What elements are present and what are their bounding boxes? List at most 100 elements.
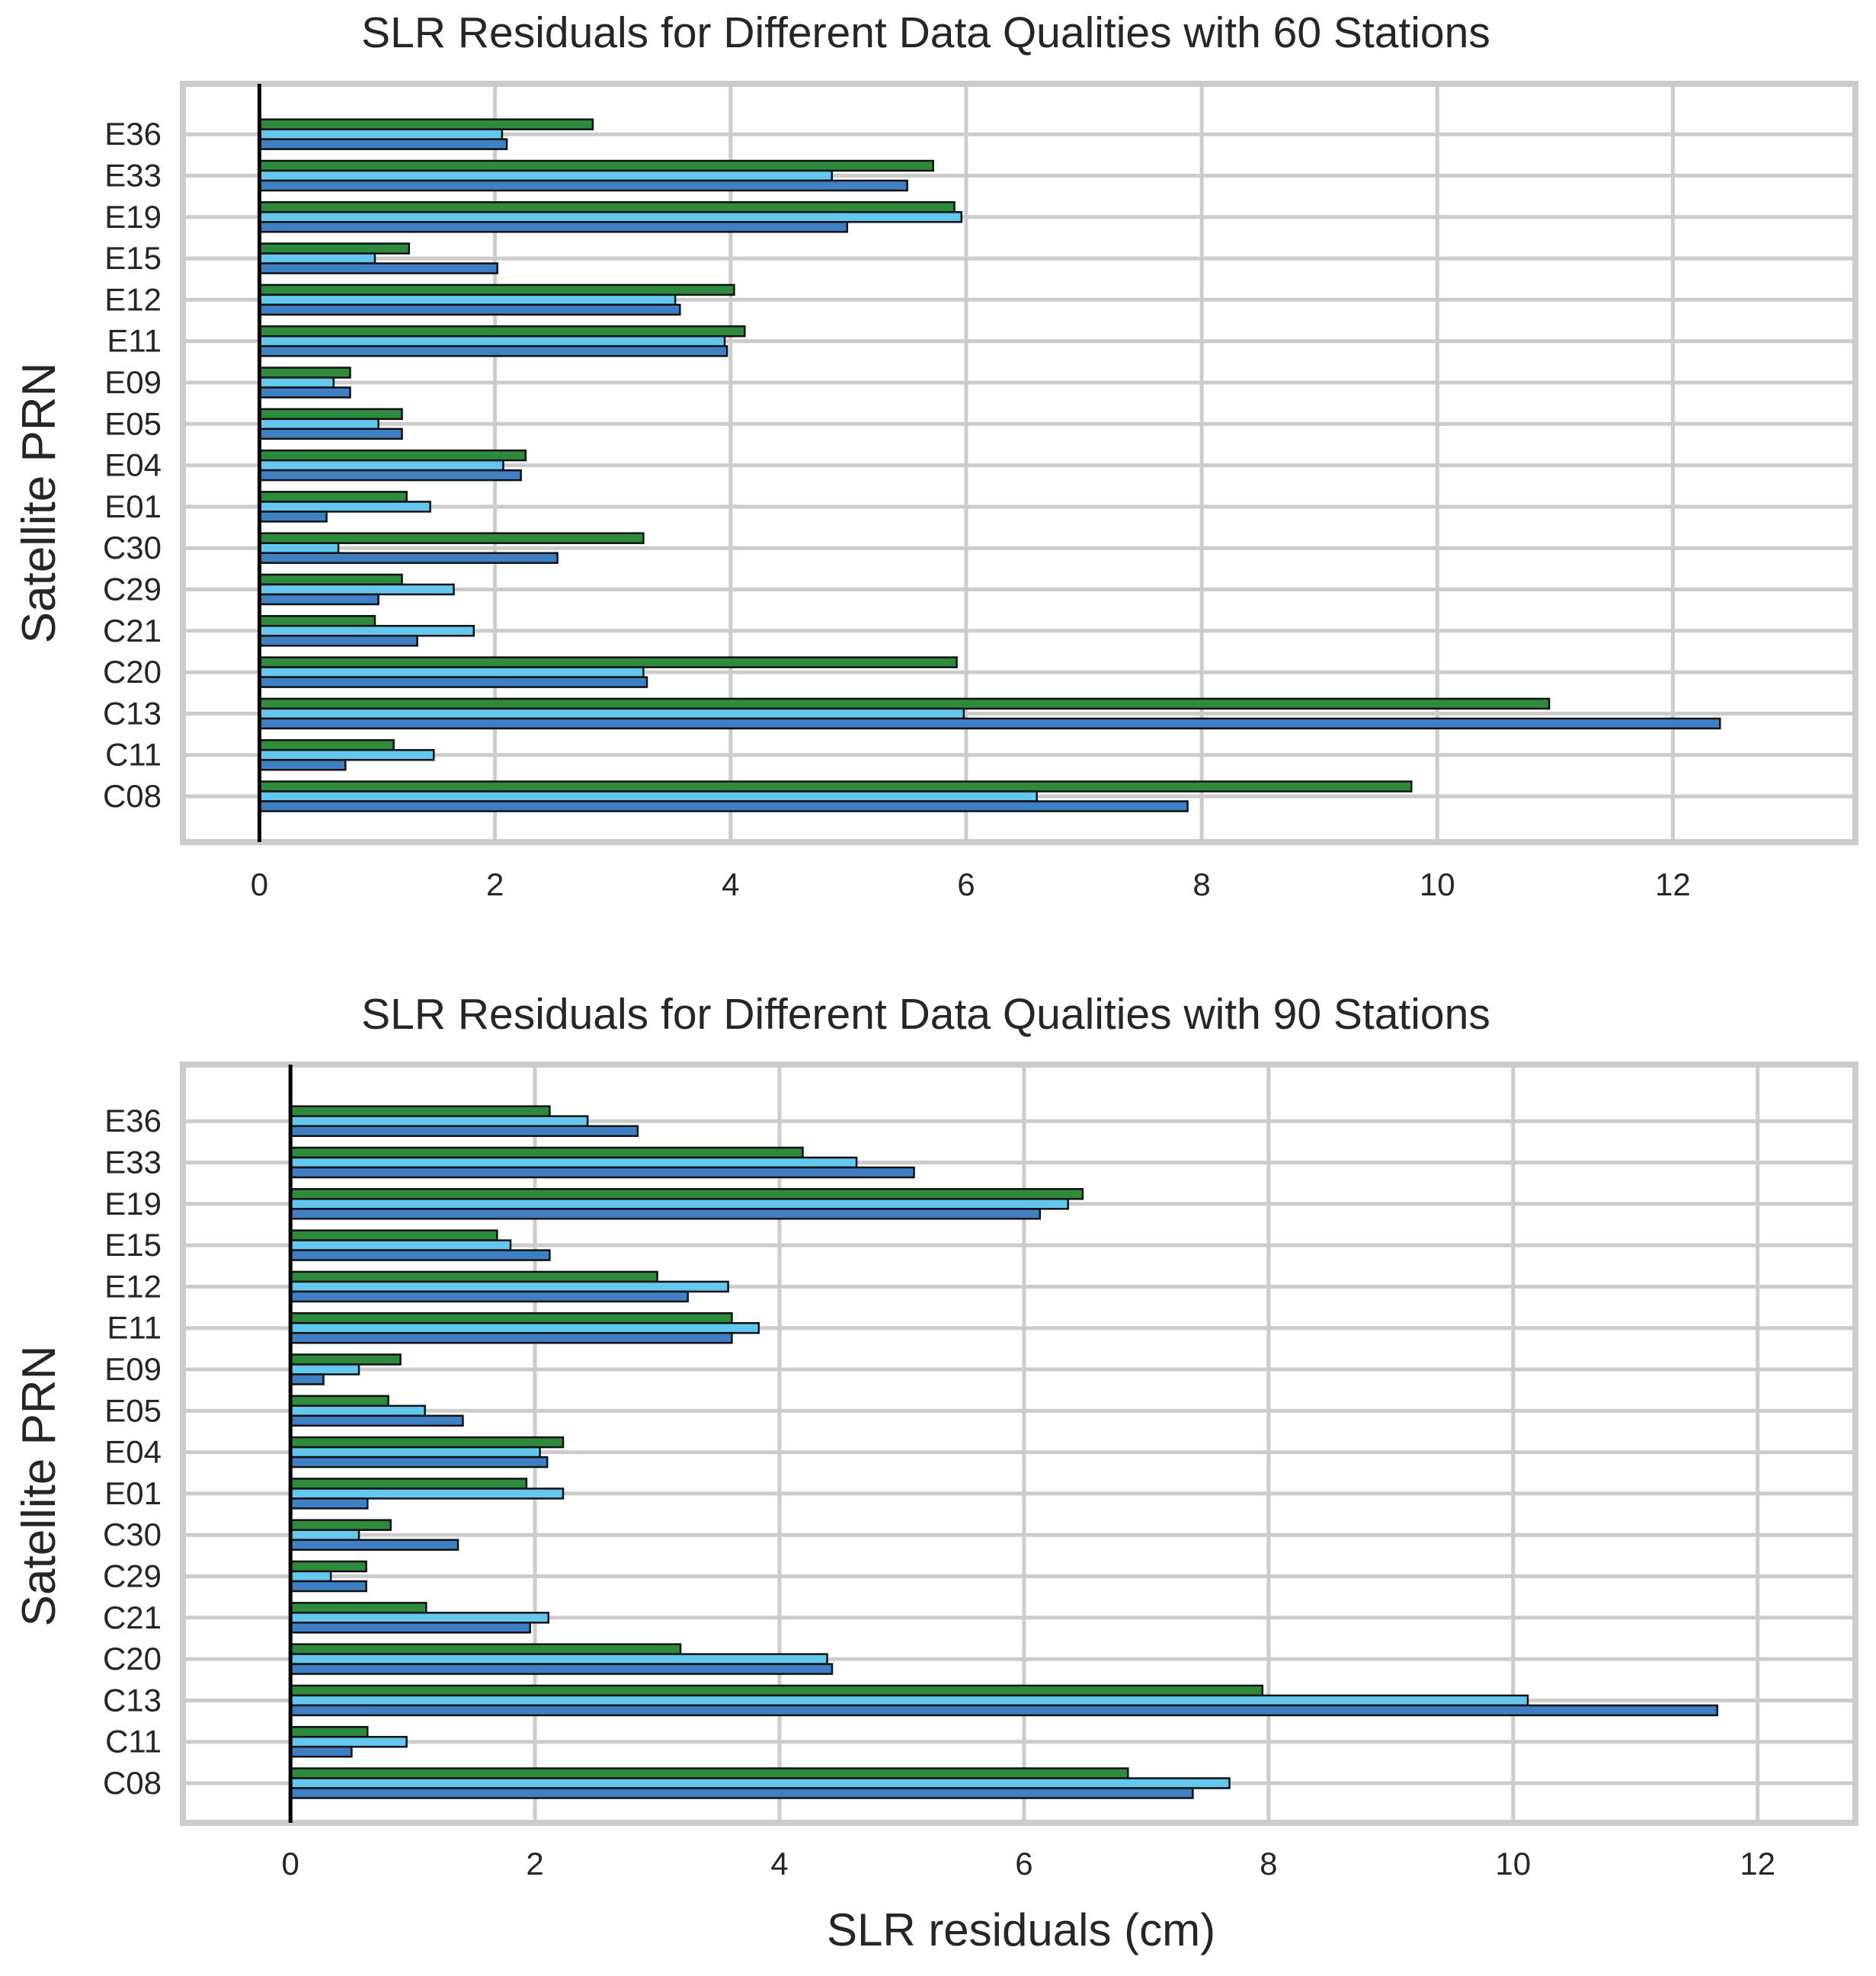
bar-c30-series-2 <box>258 542 340 554</box>
bar-c21-series-3 <box>258 635 418 647</box>
bar-c20-series-3 <box>258 676 648 688</box>
y-tick-label: C13 <box>103 1682 162 1718</box>
bar-e01-series-3 <box>258 511 328 523</box>
y-tick-label: C11 <box>105 737 162 773</box>
bar-c21-series-1 <box>289 1602 427 1614</box>
bar-c08-series-2 <box>258 790 1038 802</box>
bar-c08-series-2 <box>289 1777 1231 1789</box>
y-tick-label: C13 <box>103 695 162 731</box>
bar-c29-series-1 <box>258 573 403 586</box>
y-tick-label: C30 <box>103 530 162 565</box>
y-tick-label: E15 <box>104 240 162 276</box>
y-tick-label: E11 <box>107 1310 162 1346</box>
bar-e05-series-3 <box>258 428 403 440</box>
x-tick-label: 10 <box>1420 866 1455 902</box>
bar-c21-series-2 <box>289 1612 550 1624</box>
bar-e19-series-1 <box>289 1188 1084 1200</box>
bar-e04-series-2 <box>258 459 504 472</box>
bar-e19-series-2 <box>258 211 963 223</box>
y-axis-label: Satellite PRN <box>13 1346 66 1627</box>
chart-title: SLR Residuals for Different Data Qualiti… <box>361 990 1490 1039</box>
bar-e11-series-3 <box>258 344 728 357</box>
bar-c13-series-3 <box>289 1704 1718 1717</box>
y-tick-label: C30 <box>103 1516 162 1552</box>
x-tick-label: 2 <box>526 1846 543 1882</box>
bar-c20-series-1 <box>289 1643 682 1655</box>
bar-c20-series-1 <box>258 656 958 668</box>
bar-e09-series-3 <box>289 1373 325 1385</box>
bar-e12-series-2 <box>258 293 677 306</box>
bar-e01-series-1 <box>289 1478 528 1490</box>
bar-e04-series-3 <box>258 469 522 482</box>
bar-e33-series-1 <box>258 159 934 172</box>
y-tick-label: E33 <box>104 158 162 194</box>
bar-e04-series-1 <box>258 449 527 462</box>
bar-e19-series-2 <box>289 1198 1069 1210</box>
bar-c08-series-1 <box>258 780 1413 793</box>
y-tick-label: E01 <box>104 1475 162 1511</box>
bar-c30-series-1 <box>289 1519 392 1531</box>
x-tick-label: 8 <box>1260 1846 1277 1882</box>
bar-e11-series-1 <box>289 1311 733 1324</box>
bar-c20-series-2 <box>258 666 645 678</box>
bar-e15-series-2 <box>289 1239 512 1251</box>
bar-c30-series-3 <box>289 1539 459 1551</box>
bar-c29-series-2 <box>258 583 455 596</box>
bar-e33-series-2 <box>289 1156 858 1169</box>
y-tick-label: E11 <box>107 323 162 359</box>
x-tick-label: 10 <box>1495 1846 1531 1882</box>
bar-c29-series-1 <box>289 1560 367 1573</box>
bar-e09-series-3 <box>258 386 351 399</box>
y-tick-label: E33 <box>104 1145 162 1180</box>
y-tick-label: C21 <box>103 613 162 649</box>
bar-e11-series-2 <box>289 1321 760 1334</box>
bar-c20-series-2 <box>289 1653 828 1665</box>
bar-c13-series-2 <box>289 1694 1529 1707</box>
bar-c29-series-2 <box>289 1570 332 1583</box>
bar-c21-series-1 <box>258 615 376 627</box>
bar-c21-series-3 <box>289 1622 531 1634</box>
bar-e04-series-3 <box>289 1456 549 1468</box>
bar-e11-series-3 <box>289 1331 733 1344</box>
bar-c21-series-2 <box>258 625 475 637</box>
bar-c13-series-3 <box>258 717 1721 730</box>
bar-e09-series-2 <box>258 376 335 389</box>
bar-e33-series-3 <box>258 179 908 192</box>
bar-e33-series-2 <box>258 169 833 182</box>
bar-c29-series-3 <box>289 1580 367 1593</box>
bar-e36-series-1 <box>258 118 594 130</box>
bar-e01-series-1 <box>258 491 408 503</box>
bar-c11-series-3 <box>289 1745 353 1758</box>
bar-c11-series-2 <box>258 748 435 761</box>
y-tick-label: C20 <box>103 654 162 690</box>
x-tick-label: 6 <box>1015 1846 1032 1882</box>
bar-c11-series-1 <box>258 738 395 751</box>
bar-e05-series-2 <box>258 418 379 431</box>
bar-e36-series-2 <box>289 1115 589 1127</box>
x-tick-labels: 0 2 4 6 8 10 12 <box>282 1846 1775 1882</box>
x-tick-label: 0 <box>282 1846 299 1882</box>
bar-c11-series-3 <box>258 758 347 771</box>
bar-e01-series-2 <box>289 1488 565 1500</box>
bar-c29-series-3 <box>258 593 379 606</box>
bar-e33-series-1 <box>289 1146 804 1159</box>
bars <box>289 1105 1718 1799</box>
bar-c13-series-1 <box>289 1684 1264 1697</box>
bar-e09-series-1 <box>289 1353 402 1366</box>
y-tick-label: C21 <box>103 1600 162 1635</box>
bar-e11-series-1 <box>258 325 746 338</box>
y-tick-label: C08 <box>103 1765 162 1801</box>
bar-c08-series-3 <box>258 800 1189 812</box>
bar-e15-series-1 <box>289 1229 498 1241</box>
bar-e36-series-2 <box>258 128 504 140</box>
plot-frame <box>180 1062 1858 1826</box>
bar-e12-series-2 <box>289 1280 729 1293</box>
bar-e04-series-2 <box>289 1446 541 1459</box>
y-tick-label: E19 <box>104 199 162 235</box>
bar-e15-series-3 <box>258 262 498 274</box>
bar-c20-series-3 <box>289 1663 834 1675</box>
bar-e15-series-1 <box>258 242 411 255</box>
y-tick-label: E09 <box>104 1351 162 1387</box>
bar-e04-series-1 <box>289 1436 565 1449</box>
